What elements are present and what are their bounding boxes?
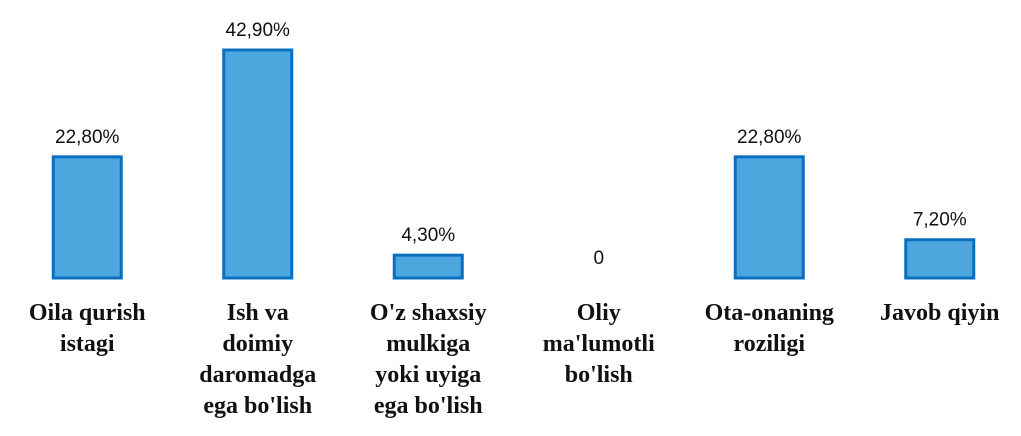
value-label: 0	[593, 248, 604, 269]
value-label: 4,30%	[401, 225, 455, 246]
bar	[222, 48, 294, 280]
category-label: Javob qiyin	[880, 300, 1000, 326]
value-label: 7,20%	[913, 210, 967, 231]
value-label: 42,90%	[226, 20, 291, 41]
bar	[392, 253, 464, 280]
bar	[904, 238, 976, 280]
category-label: Ota-onaning roziligi	[704, 300, 834, 357]
bar	[733, 155, 805, 280]
bar	[51, 155, 123, 280]
category-label: O'z shaxsiy mulkiga yoki uyiga ega bo'li…	[369, 300, 487, 419]
category-label: Ish va doimiy daromadga ega bo'lish	[199, 300, 317, 419]
category-label: Oila qurish istagi	[28, 300, 146, 357]
value-label: 22,80%	[737, 127, 802, 148]
category-label: Oliy ma'lumotli bo'lish	[542, 300, 655, 388]
value-label: 22,80%	[55, 127, 120, 148]
